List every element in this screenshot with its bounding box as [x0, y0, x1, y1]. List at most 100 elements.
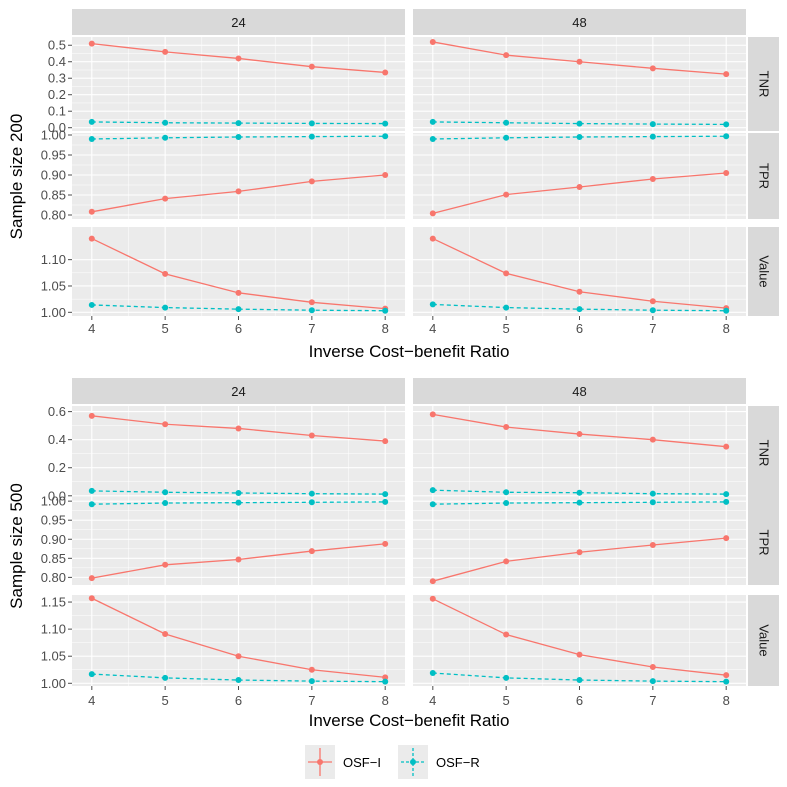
- data-point-osf-i: [235, 425, 242, 432]
- data-point-osf-i: [649, 298, 656, 305]
- data-point-osf-i: [723, 170, 730, 176]
- row-strip: [748, 500, 779, 585]
- data-point-osf-r: [162, 489, 169, 496]
- y-tick-label: 1.05: [41, 649, 66, 664]
- data-point-osf-i: [162, 195, 169, 202]
- y-tick-label: 0.95: [41, 148, 66, 163]
- data-point-osf-r: [576, 306, 583, 313]
- data-point-osf-i: [576, 58, 583, 65]
- data-point-osf-i: [503, 558, 510, 565]
- data-point-osf-i: [308, 432, 315, 439]
- data-point-osf-i: [503, 424, 510, 431]
- data-point-osf-r: [429, 118, 436, 125]
- y-tick-label: 0.90: [41, 532, 66, 547]
- data-point-osf-i: [88, 208, 95, 215]
- data-point-osf-r: [235, 306, 242, 313]
- data-point-osf-r: [382, 133, 389, 140]
- data-point-osf-i: [429, 595, 436, 602]
- data-point-osf-r: [723, 121, 730, 128]
- data-point-osf-r: [162, 674, 169, 681]
- x-tick-label: 5: [162, 693, 169, 708]
- data-point-osf-r: [162, 119, 169, 126]
- column-strip: [413, 9, 746, 35]
- data-point-osf-i: [235, 188, 242, 195]
- row-strip: [748, 37, 779, 131]
- data-point-osf-r: [429, 136, 436, 142]
- x-tick-label: 8: [382, 693, 389, 708]
- data-point-osf-i: [382, 172, 389, 178]
- data-point-osf-i: [382, 540, 389, 547]
- data-point-osf-r: [162, 500, 169, 507]
- column-strip-label: 48: [572, 15, 586, 30]
- row-strip: [748, 595, 779, 686]
- data-point-osf-r: [382, 491, 389, 498]
- data-point-osf-i: [308, 63, 315, 70]
- x-axis-title: Inverse Cost−benefit Ratio: [309, 342, 510, 361]
- data-point-osf-i: [429, 411, 436, 418]
- y-tick-label: 1.10: [41, 252, 66, 267]
- row-strip: [748, 133, 779, 219]
- data-point-osf-r: [308, 307, 315, 314]
- data-point-osf-i: [723, 71, 730, 78]
- data-point-osf-r: [576, 120, 583, 127]
- data-point-osf-i: [503, 270, 510, 277]
- x-tick-label: 4: [429, 321, 436, 336]
- data-point-osf-r: [308, 678, 315, 685]
- row-strip-label: Value: [757, 624, 772, 656]
- data-point-osf-i: [88, 595, 95, 602]
- data-point-osf-r: [308, 120, 315, 127]
- data-point-osf-r: [382, 678, 389, 685]
- row-strip-label: TNR: [757, 71, 772, 98]
- y-tick-label: 0.80: [41, 570, 66, 585]
- data-point-osf-i: [308, 178, 315, 185]
- x-tick-label: 6: [235, 693, 242, 708]
- y-tick-label: 1.05: [41, 278, 66, 293]
- data-point-osf-r: [88, 136, 95, 142]
- data-point-osf-i: [503, 631, 510, 638]
- x-tick-label: 8: [723, 693, 730, 708]
- x-tick-label: 4: [88, 321, 95, 336]
- data-point-osf-i: [382, 69, 389, 76]
- data-point-osf-i: [88, 40, 95, 47]
- y-tick-label: 1.00: [41, 128, 66, 143]
- y-tick-label: 0.3: [48, 71, 66, 86]
- row-strip: [748, 227, 779, 316]
- series-line-osf-r: [432, 672, 727, 683]
- data-point-osf-r: [235, 134, 242, 140]
- y-tick-label: 0.0: [48, 120, 66, 135]
- data-point-osf-i: [429, 235, 436, 242]
- row-strip-label: Value: [757, 255, 772, 287]
- y-axis-title: Sample size 200: [7, 114, 26, 240]
- y-tick-label: 0.90: [41, 168, 66, 183]
- data-point-osf-i: [429, 210, 436, 217]
- x-tick-label: 4: [88, 693, 95, 708]
- legend-label: OSF−I: [343, 755, 381, 770]
- data-point-osf-i: [723, 535, 730, 542]
- data-point-osf-i: [382, 438, 389, 445]
- data-point-osf-i: [723, 443, 730, 450]
- data-point-osf-i: [576, 184, 583, 190]
- data-point-osf-r: [649, 490, 656, 497]
- data-point-osf-r: [162, 304, 169, 311]
- data-point-osf-r: [382, 307, 389, 314]
- x-tick-label: 6: [576, 321, 583, 336]
- y-tick-label: 1.00: [41, 494, 66, 509]
- chart-block-1: 24 48TNR0.00.10.20.30.40.5TPR0.800.850.90…: [7, 9, 779, 361]
- data-point-osf-r: [235, 489, 242, 496]
- data-point-osf-i: [649, 436, 656, 443]
- x-tick-label: 6: [576, 693, 583, 708]
- data-point-osf-i: [308, 299, 315, 306]
- x-tick-label: 5: [503, 321, 510, 336]
- x-tick-label: 5: [162, 321, 169, 336]
- column-strip: [72, 9, 405, 35]
- legend-key-point: [317, 759, 323, 765]
- data-point-osf-i: [162, 48, 169, 55]
- data-point-osf-r: [308, 133, 315, 140]
- data-point-osf-r: [576, 489, 583, 496]
- data-point-osf-i: [429, 578, 436, 585]
- column-strip: [413, 378, 746, 404]
- data-point-osf-r: [723, 678, 730, 685]
- data-point-osf-i: [162, 270, 169, 277]
- x-tick-label: 7: [308, 693, 315, 708]
- y-tick-label: 1.10: [41, 622, 66, 637]
